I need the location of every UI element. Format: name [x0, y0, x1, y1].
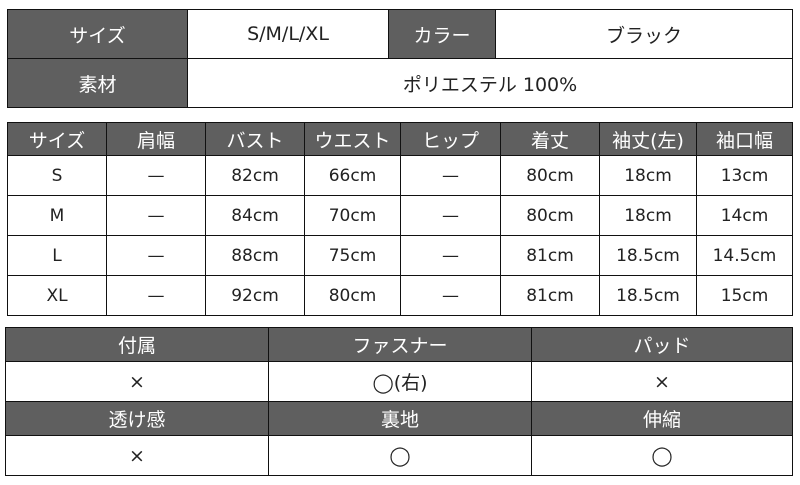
table-cell: 80cm — [500, 195, 600, 236]
table-cell: 66cm — [304, 155, 401, 196]
table-cell: 75cm — [304, 235, 401, 276]
table-row: L —88cm 75cm —81cm 18.5cm 14.5cm — [7, 235, 793, 276]
color-label: カラー — [388, 9, 496, 59]
table-cell: M — [7, 195, 107, 236]
feature-header-row: 透け感 裏地 伸縮 — [5, 401, 793, 436]
table-cell: — — [400, 275, 501, 316]
table-cell: 82cm — [205, 155, 305, 196]
table-cell: — — [400, 155, 501, 196]
table-cell: 18cm — [599, 155, 697, 196]
table-cell: — — [400, 235, 501, 276]
product-summary-table: サイズ S/M/L/XL カラー ブラック 素材 ポリエステル 100% — [7, 9, 793, 108]
table-cell: 92cm — [205, 275, 305, 316]
feature-value: × — [531, 361, 793, 402]
column-header: バスト — [205, 122, 305, 156]
table-cell: — — [400, 195, 501, 236]
table-cell: 70cm — [304, 195, 401, 236]
color-value: ブラック — [495, 9, 793, 59]
feature-label: パッド — [531, 327, 793, 362]
feature-value-row: × ◯ ◯ — [5, 435, 793, 476]
table-cell: L — [7, 235, 107, 276]
table-cell: — — [106, 235, 206, 276]
table-row: M —84cm 70cm —80cm 18cm 14cm — [7, 195, 793, 236]
table-cell: — — [106, 195, 206, 236]
column-header: 着丈 — [500, 122, 600, 156]
size-label: サイズ — [7, 9, 188, 59]
table-cell: 88cm — [205, 235, 305, 276]
table-row: XL —92cm 80cm —81cm 18.5cm 15cm — [7, 275, 793, 316]
table-cell: 18.5cm — [599, 275, 697, 316]
feature-value: ◯ — [268, 435, 532, 476]
table-cell: XL — [7, 275, 107, 316]
feature-value: × — [5, 361, 269, 402]
feature-value-row: × ◯(右) × — [5, 361, 793, 402]
material-label: 素材 — [7, 58, 188, 108]
feature-label: 付属 — [5, 327, 269, 362]
column-header: 肩幅 — [106, 122, 206, 156]
table-cell: 84cm — [205, 195, 305, 236]
column-header: ヒップ — [400, 122, 501, 156]
table-cell: 80cm — [304, 275, 401, 316]
table-cell: — — [106, 275, 206, 316]
feature-label: ファスナー — [268, 327, 532, 362]
table-cell: 18.5cm — [599, 235, 697, 276]
table-cell: 13cm — [696, 155, 793, 196]
features-table: 付属 ファスナー パッド × ◯(右) × 透け感 裏地 伸縮 × ◯ ◯ — [5, 327, 793, 476]
size-chart-table: サイズ 肩幅 バスト ウエスト ヒップ 着丈 袖丈(左) 袖口幅 S —82cm 66cm —80c… — [7, 122, 793, 316]
table-cell: 81cm — [500, 275, 600, 316]
table-cell: 15cm — [696, 275, 793, 316]
feature-label: 伸縮 — [531, 401, 793, 436]
column-header: ウエスト — [304, 122, 401, 156]
table-cell: 14.5cm — [696, 235, 793, 276]
column-header: サイズ — [7, 122, 107, 156]
table-cell: 14cm — [696, 195, 793, 236]
table-cell: 80cm — [500, 155, 600, 196]
size-value: S/M/L/XL — [187, 9, 389, 59]
feature-label: 裏地 — [268, 401, 532, 436]
table-cell: — — [106, 155, 206, 196]
feature-value: ◯ — [531, 435, 793, 476]
table-cell: S — [7, 155, 107, 196]
column-header: 袖丈(左) — [599, 122, 697, 156]
feature-label: 透け感 — [5, 401, 269, 436]
table-row: S —82cm 66cm —80cm 18cm 13cm — [7, 155, 793, 196]
material-value: ポリエステル 100% — [187, 58, 793, 108]
column-header: 袖口幅 — [696, 122, 793, 156]
table-cell: 18cm — [599, 195, 697, 236]
table-cell: 81cm — [500, 235, 600, 276]
feature-value: × — [5, 435, 269, 476]
feature-value: ◯(右) — [268, 361, 532, 402]
feature-header-row: 付属 ファスナー パッド — [5, 327, 793, 362]
